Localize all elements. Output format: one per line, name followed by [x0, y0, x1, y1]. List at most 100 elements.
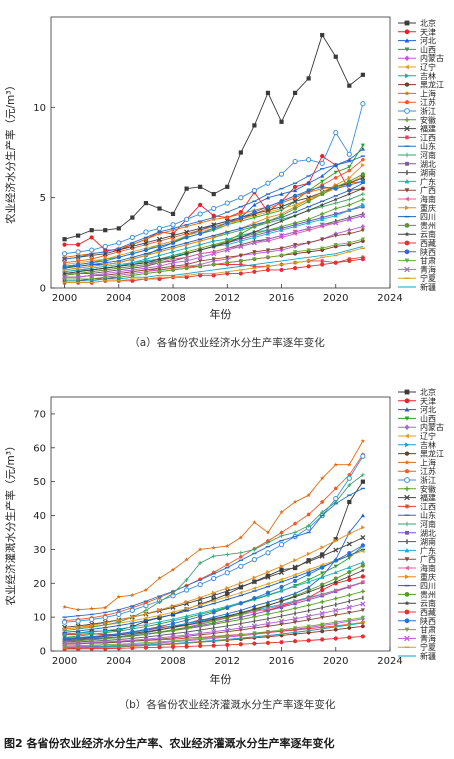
legend-swatch-marker	[404, 117, 410, 123]
data-point-a-1	[347, 83, 352, 88]
data-point-a-13	[184, 229, 190, 235]
data-point-b-21	[292, 599, 297, 604]
legend-label: 湖北	[420, 160, 436, 169]
data-point-b-19	[62, 631, 67, 636]
data-point-a-29	[197, 254, 203, 260]
data-point-b-17	[266, 609, 270, 613]
data-point-b-16	[143, 608, 149, 613]
data-point-b-16	[292, 530, 298, 535]
data-point-a-9	[184, 224, 189, 229]
data-point-a-29	[360, 213, 366, 219]
data-point-b-22	[361, 525, 365, 530]
legend-item-a: 福建	[398, 124, 436, 134]
data-point-a-11	[238, 195, 244, 201]
legend-item-a: 广西	[398, 185, 436, 195]
data-point-b-1	[333, 537, 338, 542]
data-point-b-29	[360, 601, 366, 607]
data-point-b-19	[130, 624, 135, 629]
data-point-a-29	[238, 243, 244, 249]
data-point-b-11	[75, 618, 81, 624]
data-point-b-13	[265, 574, 271, 580]
data-point-a-22	[76, 266, 81, 271]
data-point-b-27	[89, 634, 94, 639]
data-point-a-7	[198, 242, 203, 247]
series-a-11	[61, 101, 366, 257]
data-point-b-16	[238, 550, 243, 555]
data-point-b-12	[265, 611, 271, 617]
data-point-b-6	[292, 572, 297, 577]
data-point-a-27	[62, 264, 67, 269]
data-point-a-3	[360, 146, 365, 151]
data-point-b-27	[333, 558, 338, 563]
legend-item-b: 黑龙江	[398, 449, 444, 459]
data-point-b-2	[360, 574, 365, 579]
legend-swatch-marker	[405, 161, 409, 166]
data-point-a-11	[292, 158, 298, 165]
data-point-b-11	[129, 607, 135, 613]
data-point-b-10	[238, 554, 243, 559]
data-point-b-20	[279, 622, 284, 627]
data-point-a-7	[157, 253, 162, 258]
legend-label: 新疆	[420, 282, 436, 292]
data-point-a-26	[306, 264, 311, 269]
x-tick-label-b: 2004	[106, 656, 131, 667]
legend-swatch-marker	[404, 398, 410, 404]
series-line-b-31	[64, 622, 363, 649]
data-point-b-19	[198, 610, 203, 615]
data-point-a-28	[265, 255, 271, 260]
data-point-b-29	[306, 613, 312, 619]
data-point-a-9	[197, 220, 203, 225]
data-point-a-11	[211, 205, 217, 212]
data-point-b-11	[265, 550, 271, 556]
data-point-a-1	[238, 150, 243, 155]
data-point-a-10	[62, 260, 67, 265]
legend-label: 广东	[420, 176, 436, 186]
data-point-b-24	[360, 563, 365, 568]
data-point-b-29	[224, 627, 230, 633]
data-point-b-25	[238, 610, 244, 615]
data-point-b-3	[252, 603, 257, 608]
data-point-b-27	[170, 621, 176, 626]
data-point-b-28	[103, 642, 108, 647]
data-point-a-28	[157, 270, 162, 274]
data-point-a-26	[157, 276, 162, 282]
data-point-a-7	[184, 246, 189, 251]
legend-item-b: 江苏	[398, 466, 436, 476]
data-point-a-26	[211, 273, 216, 278]
legend-label: 海南	[420, 563, 436, 573]
data-point-a-27	[198, 231, 203, 236]
data-point-a-29	[116, 269, 122, 275]
data-point-b-28	[306, 624, 311, 629]
data-point-a-20	[170, 264, 176, 269]
legend-item-b: 新疆	[398, 651, 436, 661]
data-point-b-29	[89, 640, 95, 646]
data-point-b-25	[197, 619, 203, 625]
data-point-a-25	[360, 186, 366, 191]
data-point-b-16	[225, 552, 230, 557]
data-point-a-29	[143, 265, 149, 271]
data-point-a-26	[252, 269, 257, 274]
data-point-a-29	[278, 233, 285, 239]
data-point-b-9	[62, 604, 67, 609]
data-point-a-1	[292, 90, 298, 95]
data-point-b-6	[225, 594, 229, 599]
data-point-a-13	[156, 236, 163, 242]
data-point-b-12	[306, 603, 311, 608]
data-point-b-1	[306, 558, 311, 563]
data-point-b-3	[279, 596, 284, 600]
data-point-b-28	[292, 626, 298, 631]
data-point-b-9	[116, 594, 121, 599]
data-point-b-26	[184, 644, 189, 649]
data-point-b-17	[320, 594, 324, 598]
data-point-b-27	[62, 636, 67, 641]
data-point-a-4	[320, 179, 325, 184]
data-point-a-29	[75, 274, 81, 280]
data-point-a-24	[360, 172, 365, 177]
data-point-b-22	[320, 545, 325, 550]
data-point-b-25	[265, 602, 271, 608]
data-point-a-22	[252, 220, 257, 226]
x-tick-label-b: 2024	[377, 656, 402, 667]
data-point-a-25	[62, 271, 67, 276]
data-point-a-5	[347, 227, 352, 233]
data-point-b-28	[360, 615, 365, 620]
